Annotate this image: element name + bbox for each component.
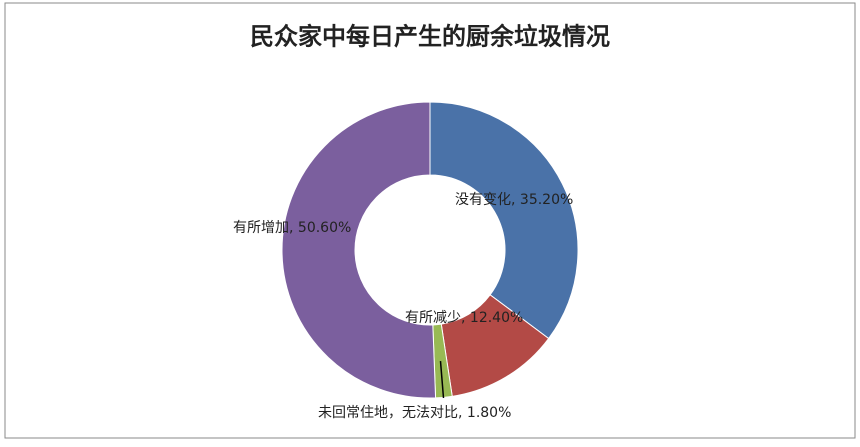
labels: 没有变化, 35.20% 有所减少, 12.40% 未回常住地，无法对比, 1.80… — [233, 192, 573, 421]
label-category: 没有变化 — [455, 192, 511, 208]
label-separator: , — [461, 310, 470, 326]
label-separator: , — [289, 220, 298, 236]
label-value: 50.60% — [298, 220, 351, 236]
label-value: 35.20% — [520, 192, 573, 208]
data-label: 没有变化, 35.20% — [455, 192, 573, 208]
donut-slice — [281, 101, 437, 399]
data-label: 有所减少, 12.40% — [405, 310, 523, 326]
label-value: 12.40% — [470, 310, 523, 326]
label-separator: , — [458, 405, 467, 421]
label-value: 1.80% — [467, 405, 511, 421]
label-category: 未回常住地，无法对比 — [318, 405, 458, 421]
label-category: 有所增加 — [233, 220, 289, 236]
leader-line — [439, 360, 445, 399]
donut-slice — [429, 101, 579, 340]
data-label: 未回常住地，无法对比, 1.80% — [318, 405, 511, 421]
data-label: 有所增加, 50.60% — [233, 220, 351, 236]
slices — [281, 101, 579, 399]
chart-title: 民众家中每日产生的厨余垃圾情况 — [250, 22, 610, 51]
label-separator: , — [511, 192, 520, 208]
label-category: 有所减少 — [405, 310, 461, 326]
